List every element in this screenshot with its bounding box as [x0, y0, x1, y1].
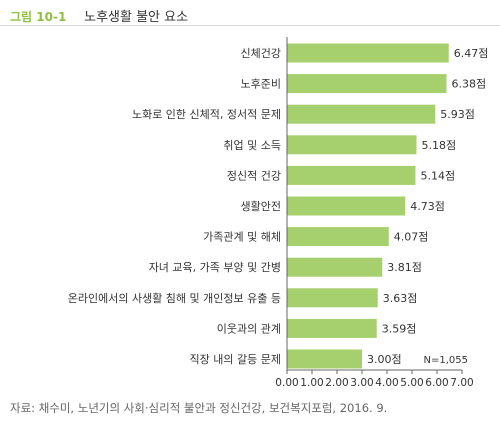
category-label: 노후준비	[241, 78, 281, 91]
data-label: 5.14점	[421, 169, 456, 182]
x-tick-label: 1.00	[300, 377, 323, 389]
figure-label: 그림 10-1	[10, 10, 67, 24]
data-label: 6.38점	[452, 78, 487, 91]
category-label: 자녀 교육, 가족 부양 및 간병	[149, 261, 281, 274]
bar	[287, 43, 449, 63]
bar	[287, 349, 362, 369]
bar	[287, 74, 447, 94]
sample-size-annotation: N=1,055	[424, 355, 469, 366]
figure-title: 노후생활 불안 요소	[84, 10, 189, 25]
category-label: 취업 및 소득	[223, 139, 281, 152]
category-label: 생활안전	[241, 199, 281, 213]
x-tick-label: 5.00	[400, 377, 423, 389]
data-label: 4.73점	[410, 200, 445, 213]
data-label: 3.59점	[382, 322, 417, 335]
x-tick-label: 7.00	[450, 377, 473, 389]
data-label: 3.63점	[383, 292, 418, 305]
data-label: 3.81점	[387, 261, 422, 274]
figure-header: 그림 10-1 노후생활 불안 요소	[10, 6, 188, 25]
category-label: 가족관계 및 해체	[203, 230, 281, 244]
bar	[287, 165, 416, 185]
header-divider	[0, 25, 500, 26]
category-label: 노화로 인한 신체적, 정서적 문제	[132, 108, 281, 121]
bar	[287, 196, 406, 216]
data-label: 3.00점	[367, 353, 402, 366]
bar	[287, 135, 417, 155]
data-label: 4.07점	[394, 231, 429, 244]
bar	[287, 288, 378, 308]
category-label: 온라인에서의 사생활 침해 및 개인정보 유출 등	[68, 291, 281, 305]
data-label: 5.18점	[422, 139, 457, 152]
x-tick-label: 3.00	[350, 377, 373, 389]
x-tick-label: 6.00	[425, 377, 448, 389]
data-label: 5.93점	[440, 108, 475, 121]
x-tick-label: 4.00	[375, 377, 398, 389]
bar	[287, 318, 377, 338]
data-label: 6.47점	[454, 47, 489, 60]
category-label: 신체건강	[241, 47, 281, 60]
bar	[287, 227, 389, 247]
x-tick-label: 0.00	[275, 377, 298, 389]
bar	[287, 257, 383, 277]
category-label: 직장 내의 갈등 문제	[190, 352, 281, 366]
x-tick-label: 2.00	[325, 377, 348, 389]
category-label: 정신적 건강	[227, 169, 281, 182]
bar	[287, 104, 436, 124]
category-label: 이웃과의 관계	[217, 322, 281, 335]
source-note: 자료: 채수미, 노년기의 사회·심리적 불안과 정신건강, 보건복지포럼, 2…	[10, 401, 388, 415]
